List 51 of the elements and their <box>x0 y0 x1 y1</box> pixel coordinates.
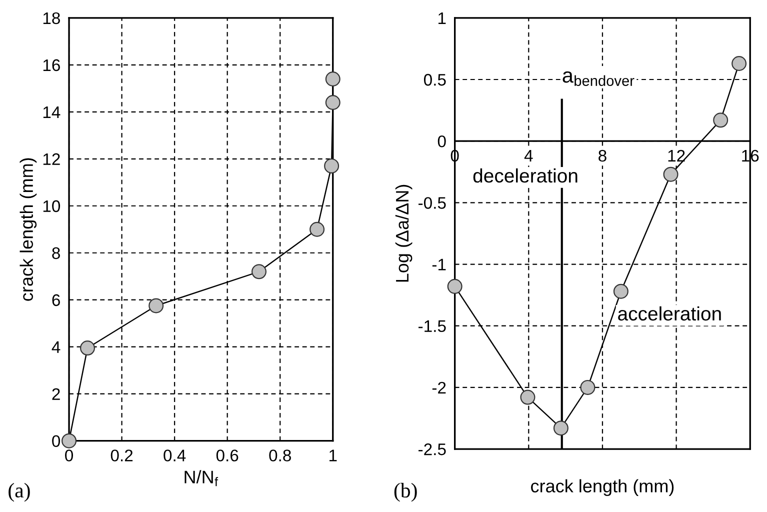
y-tick-label: 16 <box>43 59 60 72</box>
y-tick-label: 6 <box>52 294 60 306</box>
x-tick-label: 0 <box>65 450 74 462</box>
y-tick-label: -0.5 <box>418 197 446 209</box>
x-tick-label: 4 <box>524 150 533 162</box>
point <box>553 420 568 436</box>
point <box>62 433 77 448</box>
x-tick-label: 0.8 <box>269 450 291 462</box>
point <box>663 166 678 182</box>
y-tick-label: 14 <box>43 106 60 118</box>
point <box>310 222 325 237</box>
point <box>520 390 536 405</box>
annotation: deceleration <box>473 168 578 183</box>
x-tick-label: 8 <box>598 150 606 162</box>
point <box>713 112 728 128</box>
text: (b) <box>394 482 417 502</box>
point <box>447 278 462 294</box>
x-tick-label: 0.4 <box>164 450 186 462</box>
point <box>580 380 596 395</box>
y-tick-label: -2.5 <box>418 443 446 456</box>
point <box>732 56 747 71</box>
y-axis-title: Log (Δa/ΔN) <box>395 184 412 282</box>
x-axis-title: crack length (mm) <box>531 479 674 496</box>
y-tick-label: 0.5 <box>424 74 446 86</box>
x-tick-label: 0.6 <box>216 450 238 462</box>
point <box>325 95 340 110</box>
y-tick-label: 8 <box>52 247 60 260</box>
text: (a) <box>8 482 30 502</box>
x-tick-label: 1 <box>330 450 337 462</box>
annotation: acceleration <box>618 306 721 321</box>
y-tick-label: -1 <box>432 258 446 270</box>
x-tick-label: 0.2 <box>110 450 133 462</box>
x-axis-title: N/N$_{f}$ <box>184 470 218 486</box>
y-tick-label: 18 <box>43 12 60 24</box>
y-tick-label: 0 <box>52 435 60 448</box>
y-axis-title: crack length (mm) <box>20 158 37 301</box>
y-tick-label: -2 <box>432 382 446 394</box>
y-tick-label: 0 <box>438 135 446 148</box>
y-tick-label: 10 <box>43 200 60 212</box>
ref-line-label: a$_{bendover}$ <box>562 71 634 86</box>
point <box>80 340 95 356</box>
y-tick-label: -1.5 <box>418 320 446 332</box>
x-tick-label: 12 <box>668 150 685 162</box>
y-tick-label: 4 <box>52 341 60 353</box>
point <box>324 158 340 174</box>
point <box>613 284 628 299</box>
y-tick-label: 1 <box>438 12 446 24</box>
point <box>252 264 266 280</box>
point <box>325 72 340 87</box>
point <box>148 298 164 314</box>
y-tick-label: 2 <box>52 388 60 400</box>
